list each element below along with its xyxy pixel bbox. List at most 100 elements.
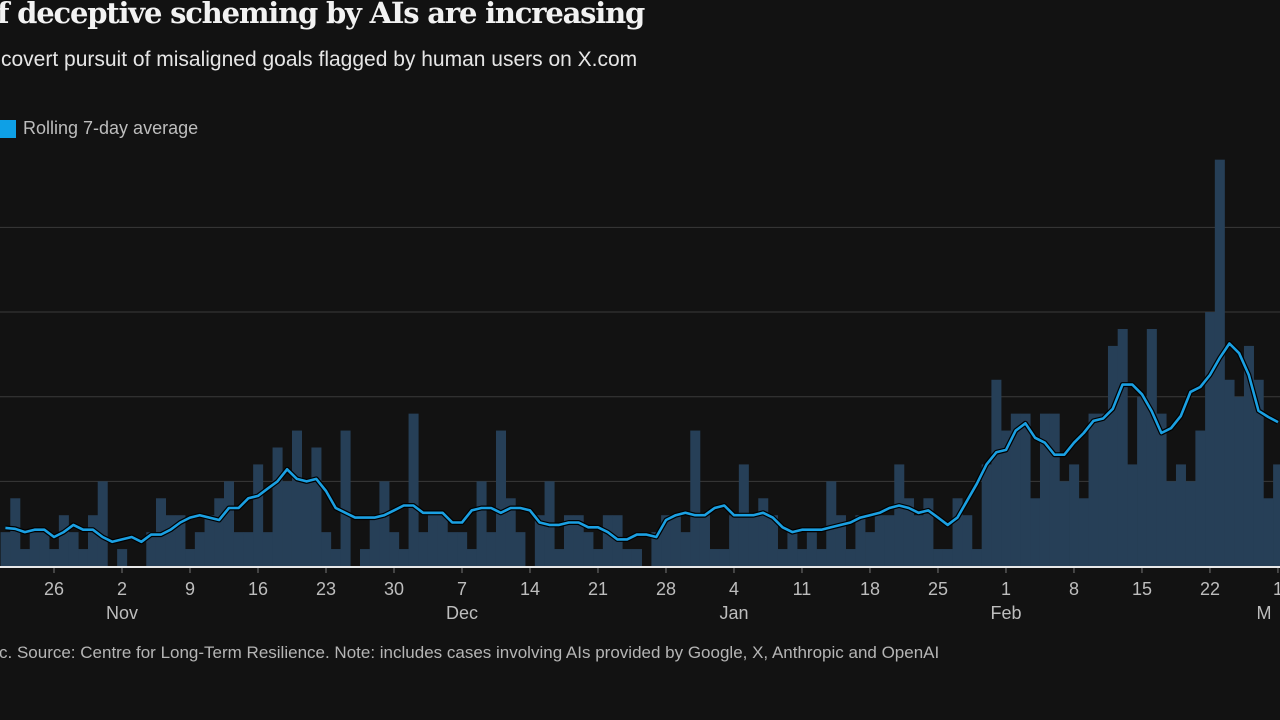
x-tick-label: 16 — [248, 579, 268, 599]
bar — [622, 549, 633, 566]
bar — [933, 549, 944, 566]
bar — [962, 515, 973, 566]
bar — [661, 515, 672, 566]
bar — [243, 532, 254, 566]
bar — [291, 430, 303, 566]
bar — [806, 532, 817, 566]
bar — [709, 549, 720, 566]
bar — [981, 464, 992, 566]
bar — [631, 549, 642, 566]
x-tick-label: 7 — [457, 579, 467, 599]
x-tick-label: 4 — [729, 579, 739, 599]
x-tick-label: 26 — [44, 579, 64, 599]
bar — [1253, 379, 1264, 566]
bar — [884, 515, 895, 566]
x-tick-label: 1 — [1001, 579, 1011, 599]
x-tick-label: 23 — [316, 579, 336, 599]
x-tick-label: 28 — [656, 579, 676, 599]
bar — [573, 515, 584, 566]
bar — [272, 447, 283, 566]
bar — [874, 515, 885, 566]
legend-label: Rolling 7-day average — [23, 118, 199, 138]
bar — [1185, 481, 1196, 566]
month-label: Dec — [446, 603, 478, 623]
bar — [1127, 464, 1138, 566]
bar — [457, 532, 468, 566]
x-tick-label: 30 — [384, 579, 404, 599]
bar — [379, 481, 390, 566]
bar — [476, 481, 487, 566]
bar — [923, 498, 934, 566]
bar — [855, 515, 866, 566]
x-tick-label: 1 — [1273, 579, 1280, 599]
x-tick-label: 22 — [1200, 579, 1220, 599]
bar — [797, 549, 808, 566]
bar — [233, 532, 244, 566]
month-label: M — [1256, 603, 1271, 623]
bar — [146, 532, 157, 566]
bar — [1010, 413, 1021, 566]
bar — [204, 515, 215, 566]
bar — [1243, 345, 1254, 566]
bar — [340, 430, 351, 566]
bar — [1107, 345, 1118, 566]
bar — [398, 549, 409, 566]
bar — [49, 549, 60, 566]
bar — [1020, 413, 1031, 566]
x-tick-label: 11 — [793, 579, 812, 599]
bar — [175, 515, 186, 566]
bar — [1234, 396, 1245, 566]
bar — [505, 498, 516, 566]
bar — [214, 498, 225, 566]
bar — [758, 498, 769, 566]
bar — [253, 464, 264, 566]
bar — [903, 498, 914, 566]
x-tick-label: 14 — [520, 579, 540, 599]
bar — [670, 515, 681, 566]
bar — [1166, 481, 1177, 566]
bar — [466, 549, 477, 566]
bar — [389, 532, 400, 566]
bar — [952, 498, 963, 566]
bar — [1146, 328, 1157, 566]
bar — [787, 532, 798, 566]
bar — [486, 532, 497, 566]
bar — [1030, 498, 1041, 566]
bar — [971, 549, 982, 566]
bar — [194, 532, 205, 566]
bar — [1156, 413, 1167, 566]
bar — [816, 549, 827, 566]
chart-subtitle: covert pursuit of misaligned goals flagg… — [1, 48, 638, 71]
bar — [369, 515, 380, 566]
bar — [748, 515, 759, 566]
bar — [729, 515, 740, 566]
bar — [777, 549, 788, 566]
bar — [680, 532, 691, 566]
bar — [1195, 430, 1206, 566]
x-tick-label: 9 — [185, 579, 195, 599]
bar — [321, 532, 332, 566]
bar — [1059, 481, 1070, 566]
bar — [20, 549, 31, 566]
bar — [282, 481, 293, 566]
x-tick-label: 21 — [588, 579, 608, 599]
bar — [68, 532, 79, 566]
month-label: Jan — [719, 603, 748, 623]
bar — [651, 532, 662, 566]
bar — [437, 515, 448, 566]
x-tick-label: 2 — [117, 579, 127, 599]
bar — [1039, 413, 1050, 566]
bar — [117, 549, 128, 566]
bar — [894, 464, 905, 566]
bar — [515, 532, 526, 566]
month-label: Feb — [990, 603, 1021, 623]
legend-swatch-icon — [0, 119, 16, 138]
bar — [826, 481, 837, 566]
x-tick-label: 8 — [1069, 579, 1079, 599]
bar — [835, 515, 846, 566]
bar — [185, 549, 196, 566]
bar — [87, 515, 99, 566]
x-tick-label: 25 — [928, 579, 948, 599]
bar — [942, 549, 953, 566]
bar — [408, 413, 419, 566]
